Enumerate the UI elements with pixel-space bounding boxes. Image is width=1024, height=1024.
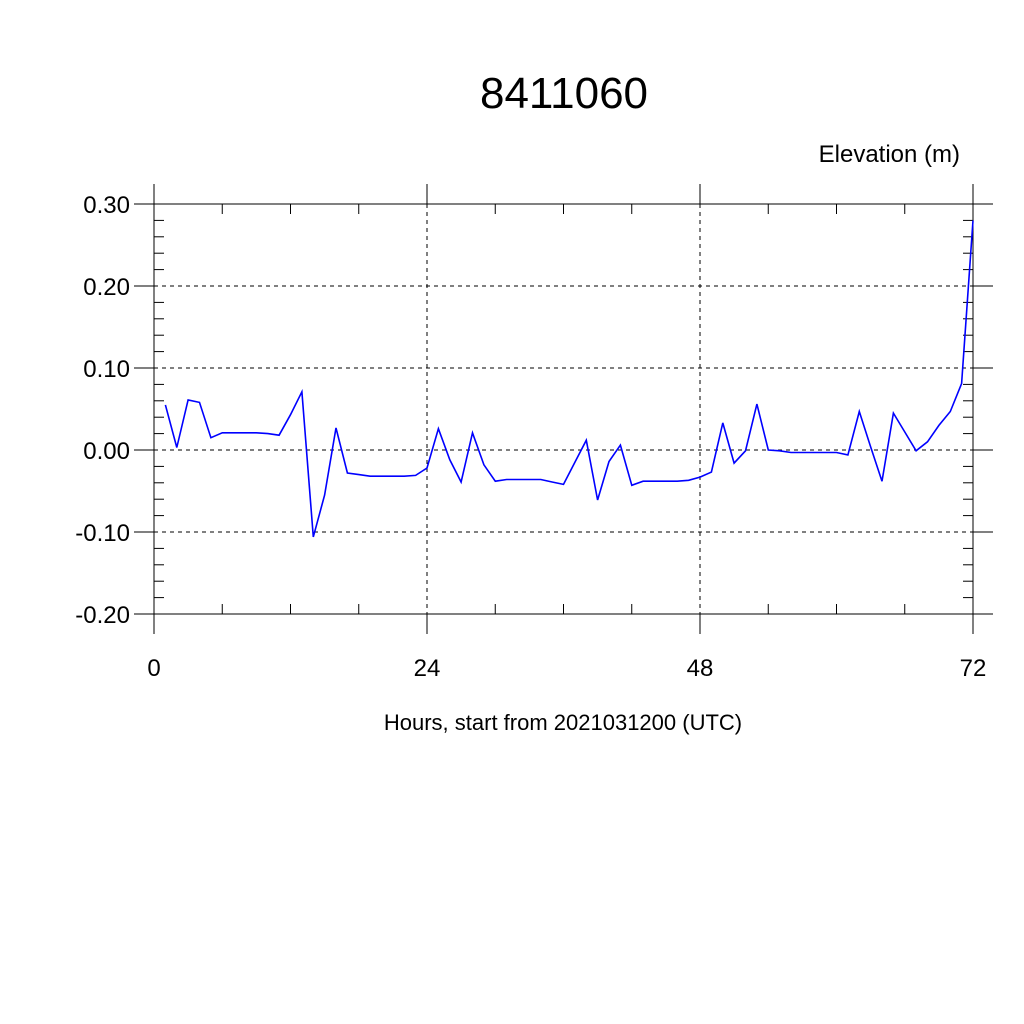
chart-title: 8411060 (480, 69, 648, 118)
minor-ticks (154, 204, 973, 614)
y-tick-label: -0.20 (75, 602, 130, 629)
y-tick-label: -0.10 (75, 520, 130, 547)
y-tick-label: 0.30 (83, 192, 130, 219)
x-tick-label: 72 (960, 655, 987, 682)
gridlines (153, 203, 974, 615)
y-tick-labels: -0.20 -0.10 0.00 0.10 0.20 0.30 (75, 192, 130, 629)
y-tick-label: 0.10 (83, 356, 130, 383)
x-tick-label: 24 (414, 655, 441, 682)
axes (134, 184, 993, 634)
y-tick-label: 0.00 (83, 438, 130, 465)
series-line (164, 220, 974, 538)
x-tick-label: 48 (687, 655, 714, 682)
x-axis-label: Hours, start from 2021031200 (UTC) (384, 710, 742, 735)
x-tick-label: 0 (147, 655, 160, 682)
y-unit-label: Elevation (m) (819, 141, 960, 168)
y-tick-label: 0.20 (83, 274, 130, 301)
x-tick-labels: 0 24 48 72 (147, 655, 986, 682)
